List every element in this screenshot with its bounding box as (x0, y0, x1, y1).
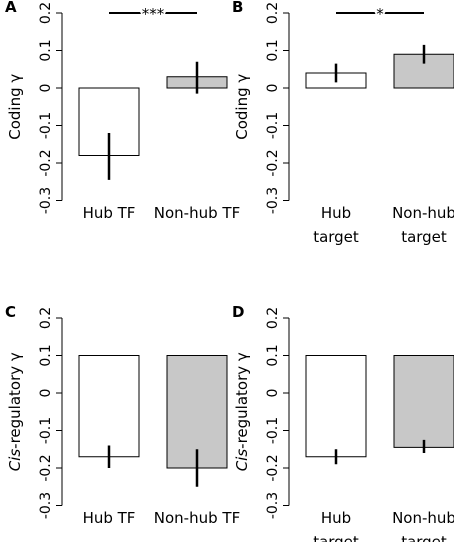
panel-letter: B (232, 0, 243, 16)
y-tick-label: 0.1 (265, 344, 281, 366)
y-axis-label: Coding γ (6, 74, 24, 140)
bar (393, 355, 454, 448)
panel-letter: D (232, 303, 244, 321)
y-axis-label-part: Cis (6, 449, 24, 472)
x-tick-label: Hub (321, 509, 351, 527)
x-tick-label: Non-hub (392, 509, 454, 527)
x-tick-label: Hub (321, 204, 351, 222)
y-tick-label: -0.3 (38, 187, 54, 214)
y-tick-label: -0.1 (265, 417, 281, 444)
y-tick-label: 0.1 (38, 344, 54, 366)
y-tick-label: -0.2 (265, 454, 281, 481)
x-tick-label: target (401, 228, 447, 246)
panel-letter: A (5, 0, 17, 16)
y-tick-label: -0.1 (265, 112, 281, 139)
significance-label: *** (142, 5, 165, 23)
y-axis-label: Cis-regulatory γ (233, 352, 251, 471)
y-tick-label: -0.2 (38, 454, 54, 481)
y-tick-label: -0.3 (265, 187, 281, 214)
significance-label: * (376, 5, 384, 23)
x-tick-label: target (313, 228, 359, 246)
x-tick-label: target (401, 533, 447, 542)
y-axis-label-part: Coding γ (233, 74, 251, 140)
y-tick-label: -0.3 (38, 492, 54, 519)
y-tick-label: 0.2 (38, 2, 54, 24)
y-axis-label: Coding γ (233, 74, 251, 140)
y-axis-label-part: -regulatory γ (6, 352, 24, 449)
y-tick-label: 0.2 (265, 307, 281, 329)
bar (78, 355, 140, 458)
x-tick-label: Non-hub TF (154, 509, 240, 527)
y-tick-label: -0.1 (38, 417, 54, 444)
x-tick-label: Hub TF (83, 204, 136, 222)
y-tick-label: -0.3 (265, 492, 281, 519)
y-tick-label: 0.2 (38, 307, 54, 329)
x-tick-label: Non-hub TF (154, 204, 240, 222)
y-tick-label: -0.2 (265, 149, 281, 176)
y-axis-label-part: Coding γ (6, 74, 24, 140)
panel-letter: C (5, 303, 16, 321)
y-tick-label: 0 (265, 84, 281, 93)
y-tick-label: 0.1 (38, 39, 54, 61)
x-tick-label: target (313, 533, 359, 542)
bar (305, 355, 367, 458)
x-tick-label: Non-hub (392, 204, 454, 222)
y-axis-label-part: Cis (233, 449, 251, 472)
y-tick-label: 0.1 (265, 39, 281, 61)
y-axis-label-part: -regulatory γ (233, 352, 251, 449)
y-tick-label: 0 (38, 389, 54, 398)
y-tick-label: -0.2 (38, 149, 54, 176)
y-axis-label: Cis-regulatory γ (6, 352, 24, 471)
y-tick-label: -0.1 (38, 112, 54, 139)
x-tick-label: Hub TF (83, 509, 136, 527)
y-tick-label: 0 (38, 84, 54, 93)
y-tick-label: 0 (265, 389, 281, 398)
y-tick-label: 0.2 (265, 2, 281, 24)
